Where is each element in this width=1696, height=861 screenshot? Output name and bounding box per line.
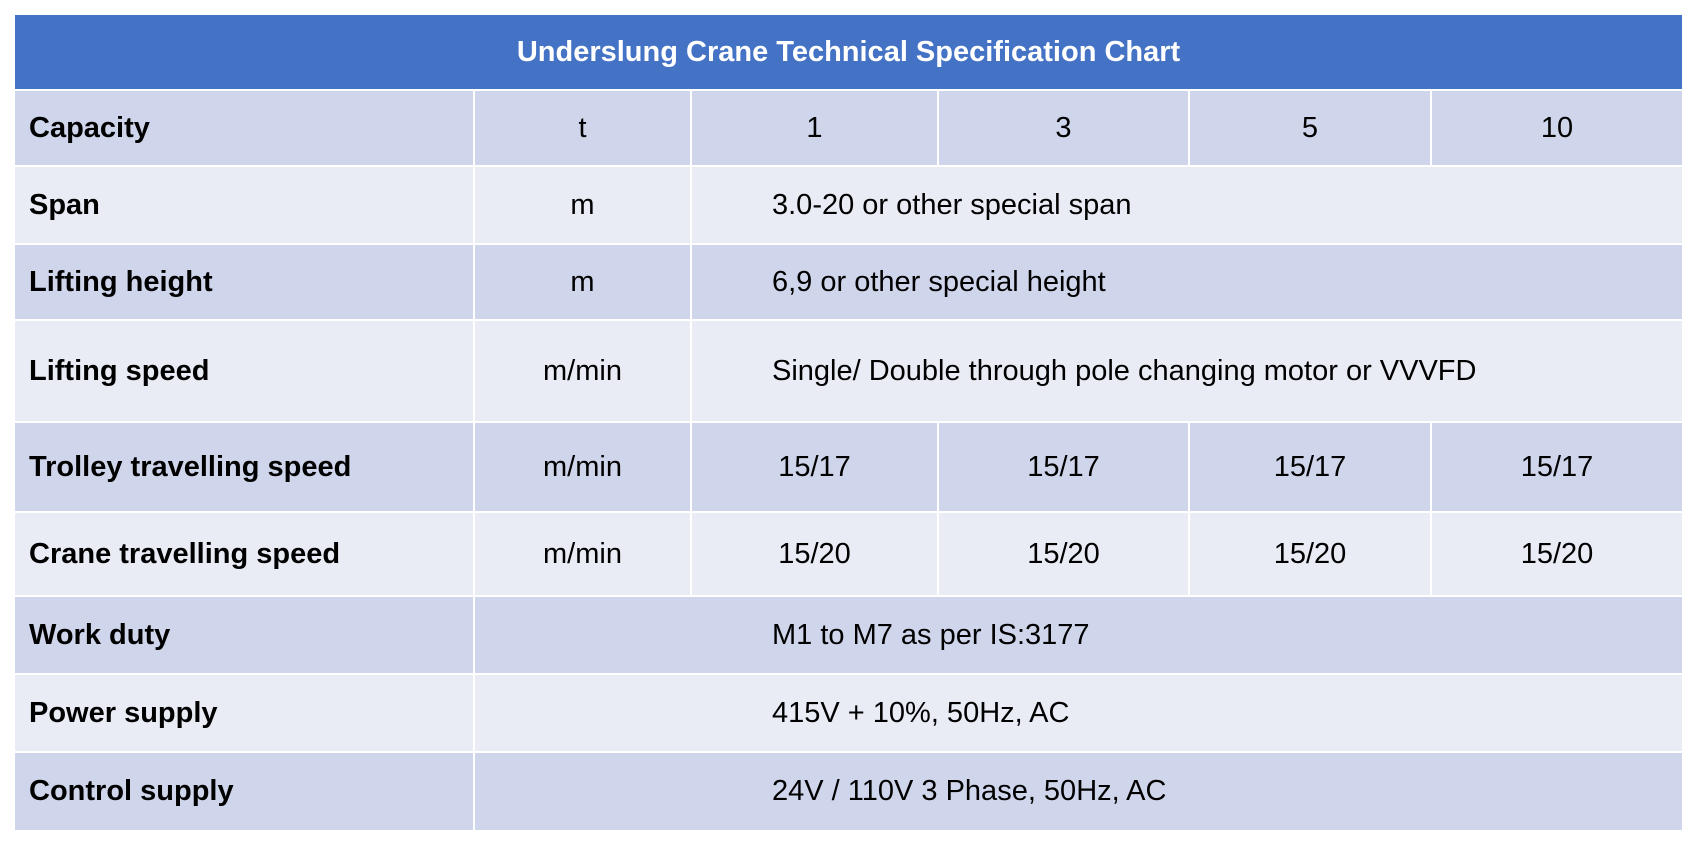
cell: 15/17 — [690, 421, 939, 513]
row-label: Lifting height — [13, 243, 475, 321]
table-row: Trolley travelling speed m/min 15/17 15/17 1… — [13, 421, 1685, 513]
row-label: Lifting speed — [13, 319, 475, 423]
table-body: Capacity t 1 3 5 10 Span m 3.0-20 or other speci… — [13, 89, 1685, 832]
cell: 24V / 110V 3 Phase, 50Hz, AC — [472, 751, 1685, 832]
table-row: Power supply 415V + 10%, 50Hz, AC — [13, 673, 1685, 753]
cell: M1 to M7 as per IS:3177 — [472, 595, 1685, 675]
cell: 15/17 — [1429, 421, 1685, 513]
row-label: Power supply — [13, 673, 475, 753]
table-row: Capacity t 1 3 5 10 — [13, 89, 1685, 167]
row-label: Work duty — [13, 595, 475, 675]
table-row: Lifting speed m/min Single/ Double through… — [13, 319, 1685, 423]
cell: 15/20 — [937, 511, 1190, 597]
table-row: Control supply 24V / 110V 3 Phase, 50Hz, … — [13, 751, 1685, 832]
cell: 15/20 — [1188, 511, 1432, 597]
cell: m — [473, 165, 692, 245]
table-row: Lifting height m 6,9 or other special heig… — [13, 243, 1685, 321]
table-row: Crane travelling speed m/min 15/20 15/20 15/… — [13, 511, 1685, 597]
row-label: Crane travelling speed — [13, 511, 475, 597]
cell: m/min — [473, 511, 692, 597]
spec-table: Underslung Crane Technical Specification… — [12, 13, 1685, 832]
row-label: Control supply — [13, 751, 475, 832]
cell: m/min — [473, 319, 692, 423]
cell: 1 — [690, 89, 939, 167]
cell: 10 — [1429, 89, 1685, 167]
cell: 15/20 — [1429, 511, 1685, 597]
row-label: Span — [13, 165, 475, 245]
cell: Single/ Double through pole changing mot… — [689, 319, 1685, 423]
cell: m/min — [473, 421, 692, 513]
cell: 3.0-20 or other special span — [689, 165, 1685, 245]
cell: 15/20 — [690, 511, 939, 597]
cell: 15/17 — [937, 421, 1190, 513]
title-row: Underslung Crane Technical Specification… — [12, 13, 1685, 91]
cell: 415V + 10%, 50Hz, AC — [472, 673, 1685, 753]
cell: 6,9 or other special height — [689, 243, 1685, 321]
cell: t — [473, 89, 692, 167]
cell: m — [473, 243, 692, 321]
row-label: Capacity — [13, 89, 475, 167]
row-label: Trolley travelling speed — [13, 421, 475, 513]
table-title: Underslung Crane Technical Specification… — [12, 13, 1685, 91]
cell: 15/17 — [1188, 421, 1432, 513]
table-row: Span m 3.0-20 or other special span — [13, 165, 1685, 245]
spec-table-container: Underslung Crane Technical Specification… — [12, 13, 1685, 832]
cell: 3 — [937, 89, 1190, 167]
cell: 5 — [1188, 89, 1432, 167]
table-row: Work duty M1 to M7 as per IS:3177 — [13, 595, 1685, 675]
